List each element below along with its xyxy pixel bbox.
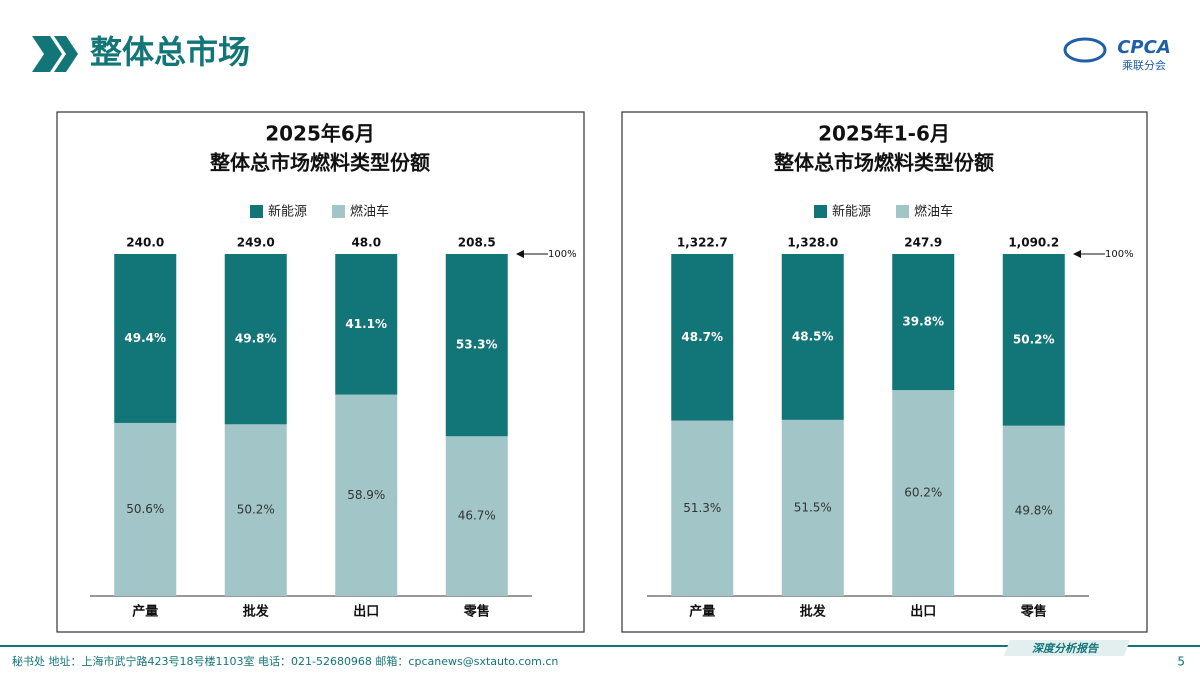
chart-frame: [56, 111, 585, 633]
bar-segment: [114, 254, 177, 423]
bar-segment: [671, 254, 734, 421]
total-label: 48.0: [351, 236, 381, 250]
bar-segment: [781, 254, 844, 420]
data-label: 50.2%: [237, 503, 275, 517]
total-label: 240.0: [126, 236, 164, 250]
reference-label: 100%: [548, 249, 577, 260]
data-label: 51.5%: [794, 500, 832, 514]
chevron-icon: [32, 36, 78, 72]
legend-swatch: [814, 205, 827, 218]
bar-segment: [224, 254, 287, 425]
total-label: 1,328.0: [787, 236, 838, 250]
bar-segment: [445, 254, 508, 437]
x-tick-label: 零售: [1020, 604, 1047, 620]
total-label: 208.5: [458, 236, 496, 250]
legend-label: 新能源: [832, 204, 871, 220]
bar-segment: [445, 436, 508, 596]
chart-subtitle: 整体总市场燃料类型份额: [209, 151, 430, 175]
chart-subtitle: 整体总市场燃料类型份额: [773, 151, 994, 175]
footer-tag: 深度分析报告: [1032, 642, 1099, 655]
data-label: 48.5%: [792, 329, 834, 343]
arrow-head: [516, 250, 524, 258]
bar-segment: [335, 254, 398, 395]
bar-segment: [224, 424, 287, 596]
bar-segment: [1002, 425, 1065, 596]
x-tick-label: 出口: [910, 604, 936, 620]
arrow-head: [1073, 250, 1081, 258]
x-tick-label: 产量: [132, 604, 158, 620]
x-tick-label: 出口: [353, 604, 379, 620]
chart-frame: [621, 111, 1148, 633]
logo-mark: [1063, 37, 1107, 63]
total-label: 1,322.7: [677, 236, 728, 250]
bar-segment: [1002, 254, 1065, 426]
bar-segment: [335, 394, 398, 596]
tag-bg: [1004, 640, 1130, 656]
data-label: 50.2%: [1013, 332, 1055, 346]
data-label: 49.8%: [235, 332, 277, 346]
x-tick-label: 产量: [689, 604, 715, 620]
x-tick-label: 批发: [800, 604, 827, 620]
page-number: 5: [1177, 655, 1185, 669]
legend-swatch: [250, 205, 263, 218]
data-label: 41.1%: [345, 317, 387, 331]
bar-segment: [781, 419, 844, 596]
data-label: 58.9%: [347, 488, 385, 502]
bar-segment: [892, 390, 955, 596]
legend-label: 燃油车: [914, 204, 953, 220]
data-label: 60.2%: [904, 486, 942, 500]
data-label: 49.8%: [1015, 503, 1053, 517]
chart-title: 2025年6月: [265, 122, 375, 146]
legend-label: 新能源: [268, 204, 307, 220]
data-label: 39.8%: [902, 315, 944, 329]
data-label: 53.3%: [456, 338, 498, 352]
data-label: 48.7%: [681, 330, 723, 344]
logo-text: CPCA: [1117, 37, 1171, 58]
bar-segment: [114, 422, 177, 596]
reference-label: 100%: [1105, 249, 1134, 260]
bar-segment: [892, 254, 955, 391]
data-label: 46.7%: [458, 509, 496, 523]
slide-title: 整体总市场: [90, 33, 250, 71]
x-tick-label: 零售: [463, 604, 490, 620]
data-label: 51.3%: [683, 501, 721, 515]
total-label: 247.9: [904, 236, 942, 250]
data-label: 50.6%: [126, 502, 164, 516]
legend-label: 燃油车: [350, 204, 389, 220]
total-label: 1,090.2: [1008, 236, 1059, 250]
legend-swatch: [896, 205, 909, 218]
legend-swatch: [332, 205, 345, 218]
logo-subtext: 乘联分会: [1122, 59, 1166, 72]
chart-title: 2025年1-6月: [818, 122, 950, 146]
x-tick-label: 批发: [243, 604, 270, 620]
bar-segment: [671, 420, 734, 596]
data-label: 49.4%: [124, 331, 166, 345]
footer-contact: 秘书处 地址：上海市武宁路423号18号楼1103室 电话：021-526809…: [12, 654, 558, 668]
total-label: 249.0: [237, 236, 275, 250]
